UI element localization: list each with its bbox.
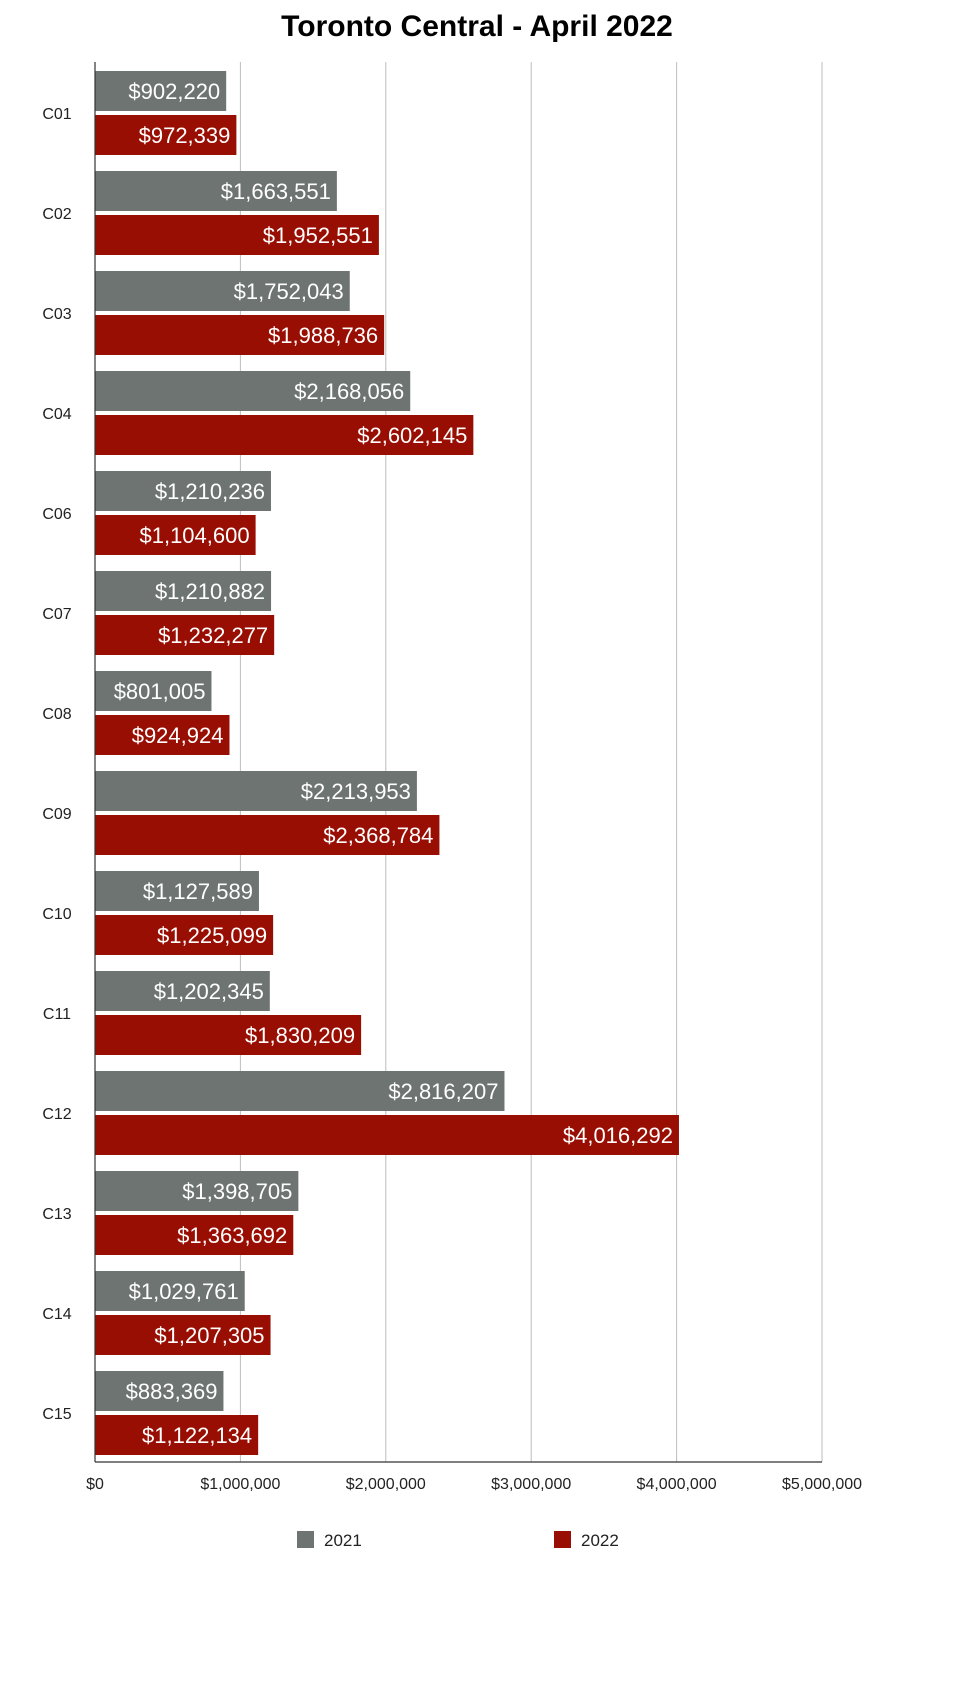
data-label: $1,202,345 xyxy=(154,979,264,1004)
legend: 2021 2022 xyxy=(297,1531,619,1550)
bar-2022-C07 xyxy=(95,615,275,655)
data-label: $2,816,207 xyxy=(388,1079,498,1104)
category-label: C14 xyxy=(42,1306,71,1323)
data-label: $1,752,043 xyxy=(234,279,344,304)
bar-2022-C01 xyxy=(95,115,237,155)
category-label: C04 xyxy=(42,406,71,423)
data-label: $1,363,692 xyxy=(177,1223,287,1248)
data-label: $801,005 xyxy=(114,679,206,704)
category-label: C11 xyxy=(43,1006,71,1023)
data-label: $4,016,292 xyxy=(563,1123,673,1148)
category-label: C06 xyxy=(42,506,71,523)
data-label: $2,168,056 xyxy=(294,379,404,404)
data-label: $1,663,551 xyxy=(221,179,331,204)
data-label: $1,225,099 xyxy=(157,923,267,948)
data-label: $902,220 xyxy=(128,79,220,104)
bar-2021-C03 xyxy=(95,271,350,311)
x-tick-label: $3,000,000 xyxy=(491,1476,571,1493)
data-label: $1,127,589 xyxy=(143,879,253,904)
category-label: C02 xyxy=(42,206,71,223)
legend-swatch xyxy=(554,1531,571,1548)
data-label: $924,924 xyxy=(132,723,224,748)
bar-2021-C11 xyxy=(95,971,270,1011)
data-label: $1,830,209 xyxy=(245,1023,355,1048)
bar-2021-C12 xyxy=(95,1071,505,1111)
data-label: $1,210,236 xyxy=(155,479,265,504)
x-tick-label: $4,000,000 xyxy=(637,1476,717,1493)
bar-2022-C09 xyxy=(95,815,440,855)
bar-2021-C10 xyxy=(95,871,259,911)
data-label: $883,369 xyxy=(126,1379,218,1404)
data-label: $2,368,784 xyxy=(323,823,433,848)
bar-2022-C06 xyxy=(95,515,256,555)
category-label: C08 xyxy=(42,706,71,723)
bar-2022-C02 xyxy=(95,215,379,255)
x-tick-label: $1,000,000 xyxy=(200,1476,280,1493)
bar-2021-C06 xyxy=(95,471,271,511)
bar-2022-C10 xyxy=(95,915,274,955)
bar-2022-C03 xyxy=(95,315,385,355)
data-label: $972,339 xyxy=(139,123,231,148)
category-label: C07 xyxy=(42,606,71,623)
data-label: $1,398,705 xyxy=(182,1179,292,1204)
category-label: C12 xyxy=(42,1106,71,1123)
bar-2021-C15 xyxy=(95,1371,224,1411)
legend-label: 2021 xyxy=(324,1531,362,1550)
data-label: $1,122,134 xyxy=(142,1423,252,1448)
data-label: $1,207,305 xyxy=(154,1323,264,1348)
x-tick-label: $2,000,000 xyxy=(346,1476,426,1493)
data-label: $1,210,882 xyxy=(155,579,265,604)
bar-2021-C08 xyxy=(95,671,212,711)
category-label: C13 xyxy=(42,1206,71,1223)
bar-2022-C13 xyxy=(95,1215,294,1255)
data-label: $1,952,551 xyxy=(263,223,373,248)
legend-swatch xyxy=(297,1531,314,1548)
bar-2022-C08 xyxy=(95,715,230,755)
bar-2022-C14 xyxy=(95,1315,271,1355)
x-tick-label: $5,000,000 xyxy=(782,1476,862,1493)
data-label: $1,104,600 xyxy=(139,523,249,548)
data-label: $2,602,145 xyxy=(357,423,467,448)
category-label: C10 xyxy=(42,906,71,923)
data-label: $1,232,277 xyxy=(158,623,268,648)
category-label: C03 xyxy=(42,306,71,323)
bar-2021-C14 xyxy=(95,1271,245,1311)
category-label: C09 xyxy=(42,806,71,823)
bar-2021-C07 xyxy=(95,571,272,611)
bar-2021-C13 xyxy=(95,1171,299,1211)
data-label: $1,988,736 xyxy=(268,323,378,348)
bar-2022-C11 xyxy=(95,1015,362,1055)
bar-2021-C09 xyxy=(95,771,417,811)
bar-2021-C01 xyxy=(95,71,227,111)
legend-label: 2022 xyxy=(581,1531,619,1550)
chart-title: Toronto Central - April 2022 xyxy=(281,10,673,43)
bar-2022-C04 xyxy=(95,415,474,455)
data-label: $2,213,953 xyxy=(301,779,411,804)
data-label: $1,029,761 xyxy=(129,1279,239,1304)
bar-2021-C02 xyxy=(95,171,337,211)
bar-2022-C15 xyxy=(95,1415,259,1455)
axes: $0 $1,000,000 $2,000,000 $3,000,000 $4,000,0… xyxy=(42,62,862,1493)
bars: $902,220 $972,339 $1,663,551 $1,952,551 $1,7… xyxy=(95,71,679,1455)
category-label: C01 xyxy=(42,106,71,123)
bar-2022-C12 xyxy=(95,1115,679,1155)
x-tick-label: $0 xyxy=(86,1476,104,1493)
category-label: C15 xyxy=(42,1406,71,1423)
bar-2021-C04 xyxy=(95,371,411,411)
